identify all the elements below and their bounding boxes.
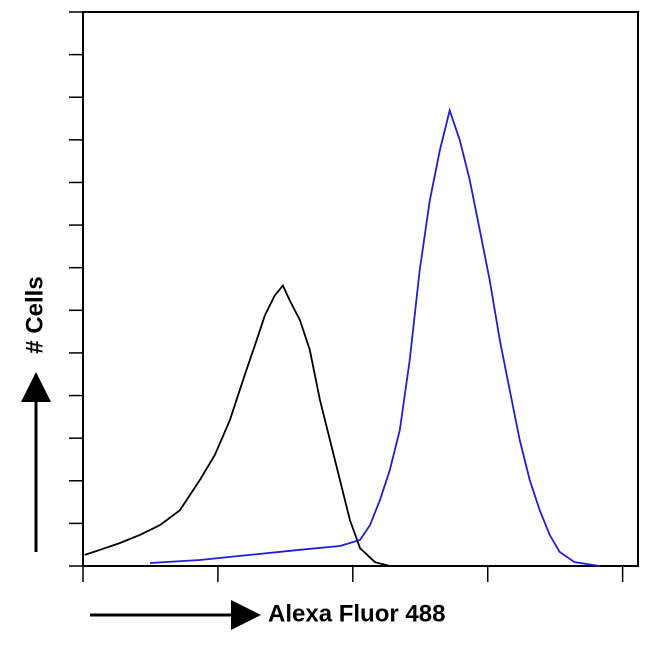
y-axis-label: # Cells	[21, 276, 48, 353]
x-axis-label: Alexa Fluor 488	[268, 600, 445, 627]
histogram-line	[84, 283, 391, 567]
histogram-line	[149, 107, 600, 567]
plot-frame	[82, 11, 639, 567]
